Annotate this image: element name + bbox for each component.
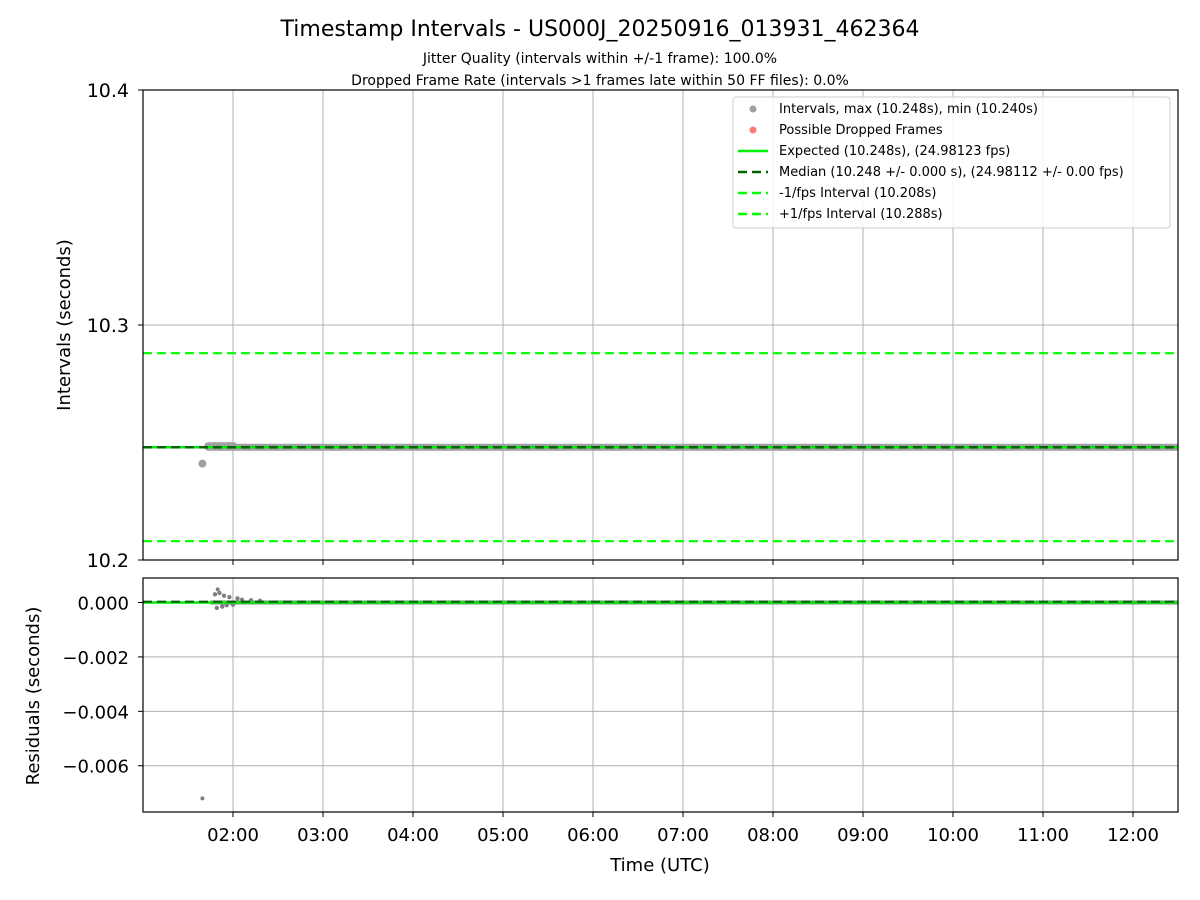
intervals-content (143, 352, 1178, 543)
x-tick-label: 06:00 (567, 825, 619, 846)
residual-point (221, 593, 227, 598)
residual-point (217, 590, 222, 596)
legend-label-dropped: Possible Dropped Frames (779, 123, 943, 138)
x-tick-label: 09:00 (837, 825, 889, 846)
legend-label-upper: +1/fps Interval (10.288s) (779, 207, 943, 222)
residuals-grid (143, 578, 1178, 812)
residuals-ticks: 02:00 03:00 04:00 05:00 06:00 07:00 08:00 09:00… (62, 593, 1159, 846)
residual-point (212, 592, 218, 597)
residual-point (220, 604, 225, 609)
residual-outlier-point (200, 796, 205, 801)
legend-marker-dropped (749, 126, 757, 134)
subtitle-dropped: Dropped Frame Rate (intervals >1 frames … (351, 73, 849, 89)
residuals-content (143, 587, 1178, 801)
chart-title: Timestamp Intervals - US000J_20250916_01… (280, 17, 920, 42)
residual-point (227, 594, 232, 600)
intervals-ticks: 10.2 10.3 10.4 (87, 80, 1134, 572)
residual-point (214, 605, 219, 611)
intervals-y-tick-label: 10.3 (87, 315, 129, 337)
residual-outlier-point (215, 587, 220, 592)
x-tick-label: 02:00 (207, 825, 259, 846)
x-tick-label: 11:00 (1017, 825, 1069, 846)
intervals-y-tick-label: 10.4 (87, 80, 129, 102)
residual-point (224, 603, 229, 608)
legend-label-expected: Expected (10.248s), (24.98123 fps) (779, 144, 1010, 159)
x-tick-label: 10:00 (927, 825, 979, 846)
subtitle-jitter: Jitter Quality (intervals within +/-1 fr… (422, 51, 777, 67)
residuals-y-axis-label: Residuals (seconds) (23, 607, 44, 786)
x-tick-label: 03:00 (297, 825, 349, 846)
residuals-y-tick-label: −0.002 (62, 648, 129, 669)
legend: Intervals, max (10.248s), min (10.240s) … (732, 96, 1171, 229)
residuals-plot: 02:00 03:00 04:00 05:00 06:00 07:00 08:00 09:00… (23, 577, 1179, 876)
legend-label-intervals: Intervals, max (10.248s), min (10.240s) (779, 102, 1038, 117)
intervals-plot: 10.2 10.3 10.4 Intervals (seconds) Interva… (54, 80, 1179, 572)
x-axis-label: Time (UTC) (609, 855, 710, 876)
residual-point (235, 596, 240, 601)
x-tick-label: 08:00 (747, 825, 799, 846)
legend-marker-intervals (749, 105, 757, 113)
intervals-y-axis-label: Intervals (seconds) (54, 239, 75, 411)
legend-box (732, 96, 1171, 229)
residuals-axes-frame (142, 577, 1179, 813)
intervals-outlier-point (198, 459, 207, 468)
residuals-y-tick-label: −0.004 (62, 702, 129, 723)
intervals-y-tick-label: 10.2 (87, 550, 129, 572)
residuals-y-tick-label: −0.006 (62, 757, 129, 778)
x-tick-label: 04:00 (387, 825, 439, 846)
legend-label-lower: -1/fps Interval (10.208s) (779, 186, 936, 201)
x-tick-label: 12:00 (1107, 825, 1159, 846)
residuals-y-tick-label: 0.000 (77, 593, 129, 614)
legend-label-median: Median (10.248 +/- 0.000 s), (24.98112 +… (779, 165, 1124, 180)
x-tick-label: 07:00 (657, 825, 709, 846)
x-tick-label: 05:00 (477, 825, 529, 846)
